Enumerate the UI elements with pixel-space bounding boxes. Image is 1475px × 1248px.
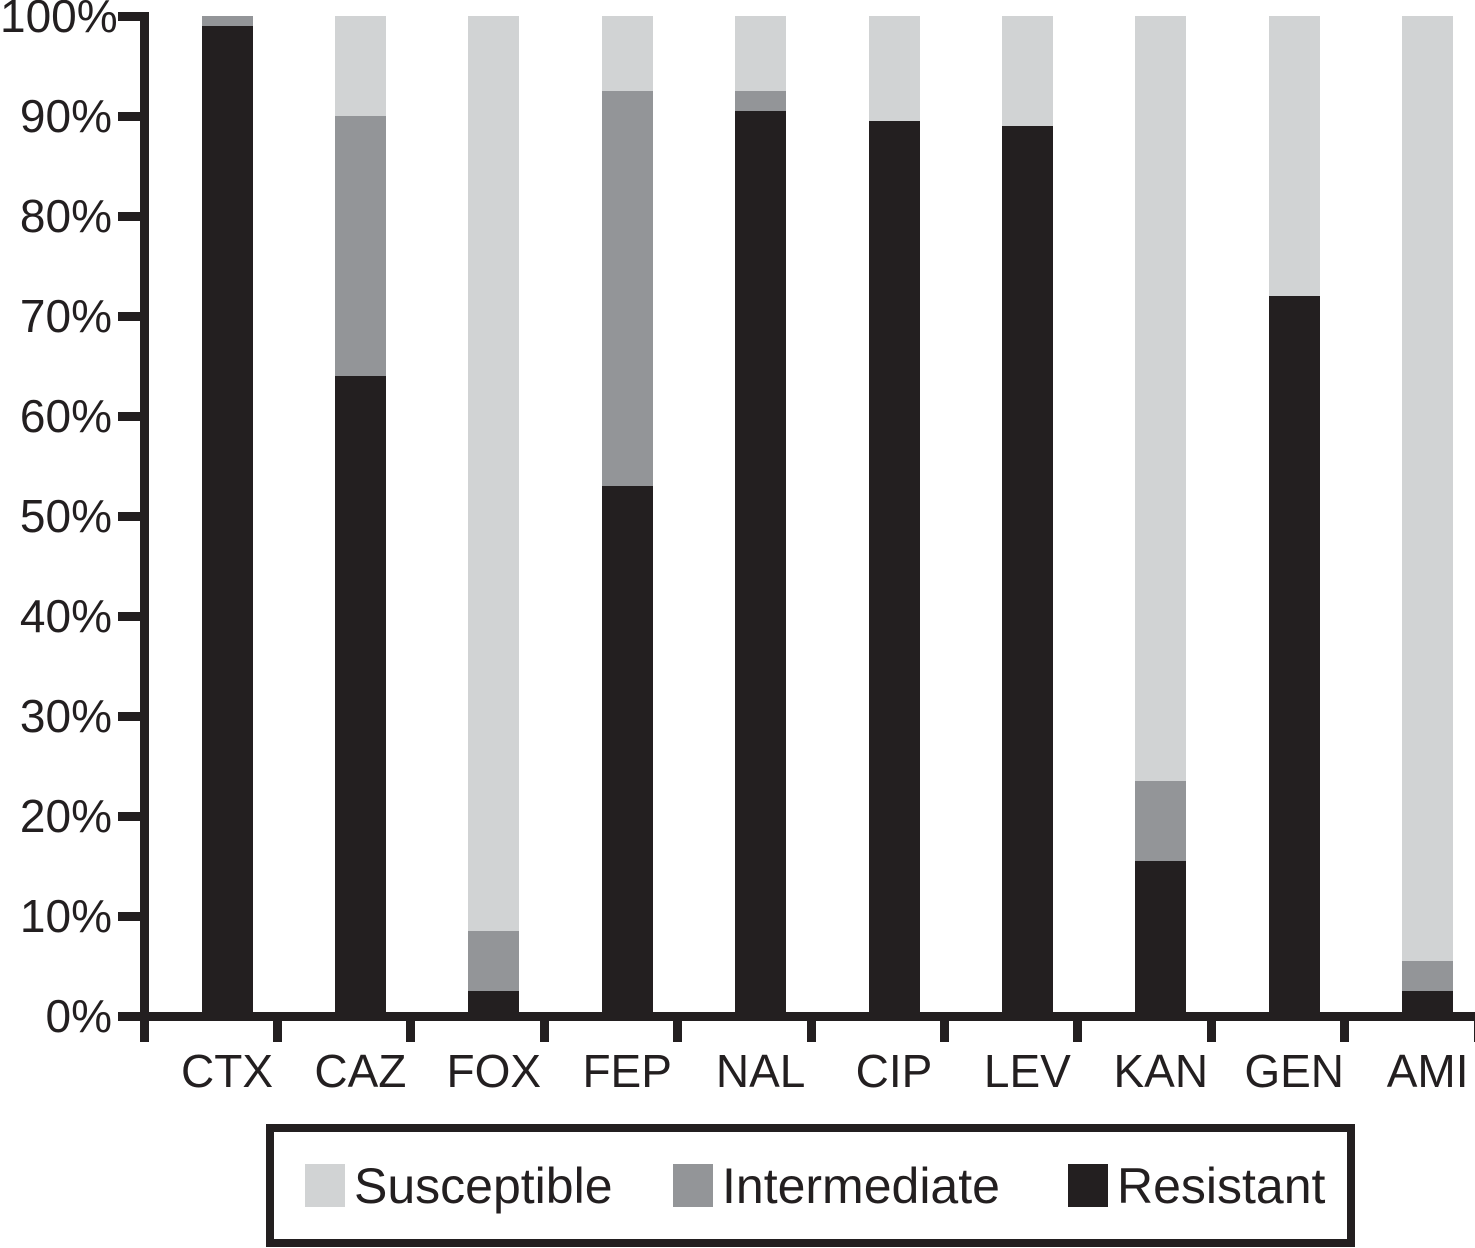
bar-segment-intermediate [334, 116, 386, 376]
plot-area: 0% 10% 20% 30% 40% 50% 60% 70% 80% 90% 100% CTX CAZ F… [0, 0, 1475, 1097]
bar-segment-resistant [201, 26, 253, 1016]
bar-segment-susceptible [334, 16, 386, 116]
bar-segment-resistant [1001, 126, 1053, 1016]
bar-segment-resistant [735, 111, 787, 1016]
x-tick [1473, 1016, 1475, 1042]
legend-label: Susceptible [354, 1157, 613, 1214]
bar-segment-susceptible [1135, 16, 1187, 781]
x-tick [1206, 1016, 1216, 1042]
x-tick [673, 1016, 683, 1042]
x-tick [806, 1016, 816, 1042]
bar-segment-resistant [468, 991, 520, 1016]
x-category-label: CIP [855, 1045, 933, 1097]
x-tick [272, 1016, 282, 1042]
bar-nal [735, 16, 787, 1016]
x-category-label: LEV [983, 1045, 1071, 1097]
y-tick-label: 80% [19, 190, 112, 242]
bar-ami [1402, 16, 1454, 1016]
bar-segment-susceptible [868, 16, 920, 121]
x-category-label: NAL [715, 1045, 806, 1097]
bar-segment-susceptible [735, 16, 787, 91]
y-tick-label: 10% [19, 890, 112, 942]
y-tick [118, 511, 144, 521]
bar-segment-resistant [1135, 861, 1187, 1016]
bar-segment-susceptible [1268, 16, 1320, 296]
bar-kan [1135, 16, 1187, 1016]
y-tick [118, 11, 144, 21]
legend-label: Intermediate [722, 1157, 1000, 1214]
y-tick-label: 60% [19, 390, 112, 442]
y-axis-line [139, 11, 149, 1042]
bar-segment-susceptible [1402, 16, 1454, 961]
y-tick-label: 40% [19, 590, 112, 642]
legend-swatch-susceptible [305, 1164, 345, 1207]
bar-segment-resistant [1402, 991, 1454, 1016]
y-tick-label: 20% [19, 790, 112, 842]
y-tick-label: 90% [19, 90, 112, 142]
bar-fox [468, 16, 520, 1016]
x-tick [406, 1016, 416, 1042]
y-tick-label: 30% [19, 690, 112, 742]
legend-swatch-resistant [1068, 1164, 1108, 1207]
legend-entry-susceptible: Susceptible [305, 1132, 613, 1239]
bar-segment-intermediate [1402, 961, 1454, 991]
bar-segment-resistant [601, 486, 653, 1016]
y-tick-label: 50% [19, 490, 112, 542]
bar-segment-susceptible [1001, 16, 1053, 126]
bar-gen [1268, 16, 1320, 1016]
y-tick [118, 311, 144, 321]
x-category-label: AMI [1386, 1045, 1469, 1097]
y-tick [118, 211, 144, 221]
bar-segment-resistant [1268, 296, 1320, 1016]
bar-segment-susceptible [468, 16, 520, 931]
x-category-label: FEP [582, 1045, 672, 1097]
x-category-label: GEN [1244, 1045, 1345, 1097]
y-tick-label: 70% [19, 290, 112, 342]
bar-segment-intermediate [735, 91, 787, 111]
x-axis-line [118, 1011, 1475, 1021]
y-tick-label: 100% [0, 0, 118, 42]
x-tick [1073, 1016, 1083, 1042]
legend-swatch-intermediate [673, 1164, 713, 1207]
bar-lev [1001, 16, 1053, 1016]
legend: Susceptible Intermediate Resistant [266, 1124, 1355, 1247]
bar-segment-intermediate [468, 931, 520, 991]
bar-segment-intermediate [1135, 781, 1187, 861]
y-tick [118, 611, 144, 621]
bar-segment-intermediate [601, 91, 653, 486]
x-tick [939, 1016, 949, 1042]
x-category-label: KAN [1113, 1045, 1209, 1097]
bar-fep [601, 16, 653, 1016]
legend-label: Resistant [1117, 1157, 1326, 1214]
x-category-label: CTX [181, 1045, 273, 1097]
bar-segment-resistant [868, 121, 920, 1016]
y-tick [118, 711, 144, 721]
bar-segment-resistant [334, 376, 386, 1016]
legend-entry-intermediate: Intermediate [673, 1132, 1000, 1239]
y-tick [118, 811, 144, 821]
x-category-label: CAZ [314, 1045, 407, 1097]
bar-segment-intermediate [201, 16, 253, 26]
legend-entry-resistant: Resistant [1068, 1132, 1325, 1239]
bar-segment-susceptible [601, 16, 653, 91]
x-tick [1340, 1016, 1350, 1042]
y-tick-label: 0% [45, 990, 112, 1042]
x-tick [539, 1016, 549, 1042]
bar-ctx [201, 16, 253, 1016]
bar-caz [334, 16, 386, 1016]
bar-cip [868, 16, 920, 1016]
y-tick [118, 111, 144, 121]
y-tick [118, 911, 144, 921]
x-category-label: FOX [446, 1045, 542, 1097]
y-tick [118, 411, 144, 421]
